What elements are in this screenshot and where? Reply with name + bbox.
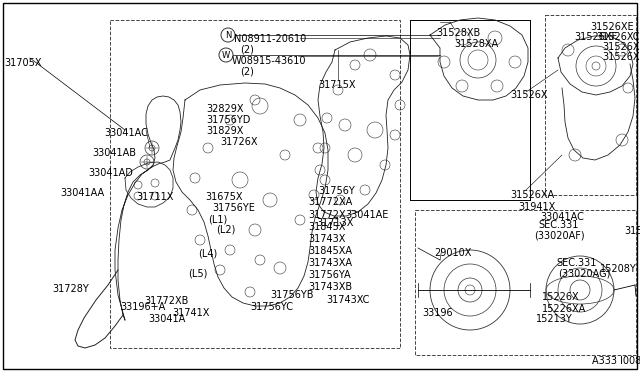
- Text: 31705X: 31705X: [4, 58, 42, 68]
- Text: N08911-20610: N08911-20610: [234, 34, 307, 44]
- Text: 31526XE: 31526XE: [590, 22, 634, 32]
- Text: (2): (2): [240, 66, 254, 76]
- Text: 15226XA: 15226XA: [542, 304, 586, 314]
- Text: W: W: [222, 51, 230, 60]
- Text: 31941X: 31941X: [518, 202, 556, 212]
- Text: 31756Y: 31756Y: [318, 186, 355, 196]
- Text: 15226X: 15226X: [542, 292, 580, 302]
- Text: 31728Y: 31728Y: [52, 284, 89, 294]
- Text: 31526XB: 31526XB: [602, 42, 640, 52]
- Text: 29010X: 29010X: [434, 248, 472, 258]
- Text: 31528XA: 31528XA: [454, 39, 498, 49]
- Text: 31845X: 31845X: [308, 222, 346, 232]
- Text: 31526XA: 31526XA: [510, 190, 554, 200]
- Text: 33041AA: 33041AA: [60, 188, 104, 198]
- Text: (L4): (L4): [198, 248, 217, 258]
- Text: 31829X: 31829X: [206, 126, 243, 136]
- Text: 31756YC: 31756YC: [250, 302, 293, 312]
- Text: W08915-43610: W08915-43610: [232, 56, 307, 66]
- Text: 31741X: 31741X: [172, 308, 209, 318]
- Text: (L2): (L2): [216, 225, 236, 235]
- Text: 31756YA: 31756YA: [308, 270, 351, 280]
- Text: 33196: 33196: [422, 308, 452, 318]
- Text: 31526X: 31526X: [510, 90, 547, 100]
- Text: 31772XB: 31772XB: [144, 296, 188, 306]
- Text: (33020AG): (33020AG): [558, 268, 611, 278]
- Text: 33196+A: 33196+A: [120, 302, 165, 312]
- Text: (33020AF): (33020AF): [534, 230, 584, 240]
- Text: 31743XC: 31743XC: [326, 295, 369, 305]
- Text: 31713X: 31713X: [316, 218, 353, 228]
- Text: 31756YE: 31756YE: [212, 203, 255, 213]
- Text: 31756YD: 31756YD: [206, 115, 250, 125]
- Text: (L1): (L1): [208, 214, 227, 224]
- Text: 15213Y: 15213Y: [536, 314, 573, 324]
- Bar: [110, 20, 400, 348]
- Text: 31845XA: 31845XA: [308, 246, 352, 256]
- Text: 31526XD: 31526XD: [602, 52, 640, 62]
- Text: (L5): (L5): [188, 268, 207, 278]
- Text: 31743XA: 31743XA: [308, 258, 352, 268]
- Text: 31675X: 31675X: [205, 192, 243, 202]
- Bar: [545, 15, 636, 195]
- Text: SEC.331: SEC.331: [538, 220, 579, 230]
- Text: 31743XB: 31743XB: [308, 282, 352, 292]
- Text: 33041AE: 33041AE: [345, 210, 388, 220]
- Text: (2): (2): [240, 44, 254, 54]
- Text: 33041AD: 33041AD: [88, 168, 133, 178]
- Text: 33041AC: 33041AC: [540, 212, 584, 222]
- Text: 31528XB: 31528XB: [436, 28, 480, 38]
- Text: A333 l008R: A333 l008R: [592, 356, 640, 366]
- Text: 31772XA: 31772XA: [308, 197, 352, 207]
- Text: 31756YB: 31756YB: [270, 290, 314, 300]
- Text: 15208Y: 15208Y: [600, 264, 637, 274]
- Text: 31711X: 31711X: [136, 192, 173, 202]
- Text: N: N: [225, 31, 231, 39]
- Text: 31526XC: 31526XC: [596, 32, 639, 42]
- Text: 32829X: 32829X: [206, 104, 243, 114]
- Bar: [415, 210, 636, 355]
- Text: SEC.331: SEC.331: [556, 258, 596, 268]
- Text: 33041AC: 33041AC: [104, 128, 148, 138]
- Text: 33041AB: 33041AB: [92, 148, 136, 158]
- Text: 31743X: 31743X: [308, 234, 346, 244]
- Text: 31772X: 31772X: [308, 210, 346, 220]
- Text: 31526XF: 31526XF: [574, 32, 617, 42]
- Text: 31715X: 31715X: [318, 80, 355, 90]
- Text: 31726X: 31726X: [220, 137, 257, 147]
- Text: 31506X: 31506X: [624, 226, 640, 236]
- Text: 33041A: 33041A: [148, 314, 185, 324]
